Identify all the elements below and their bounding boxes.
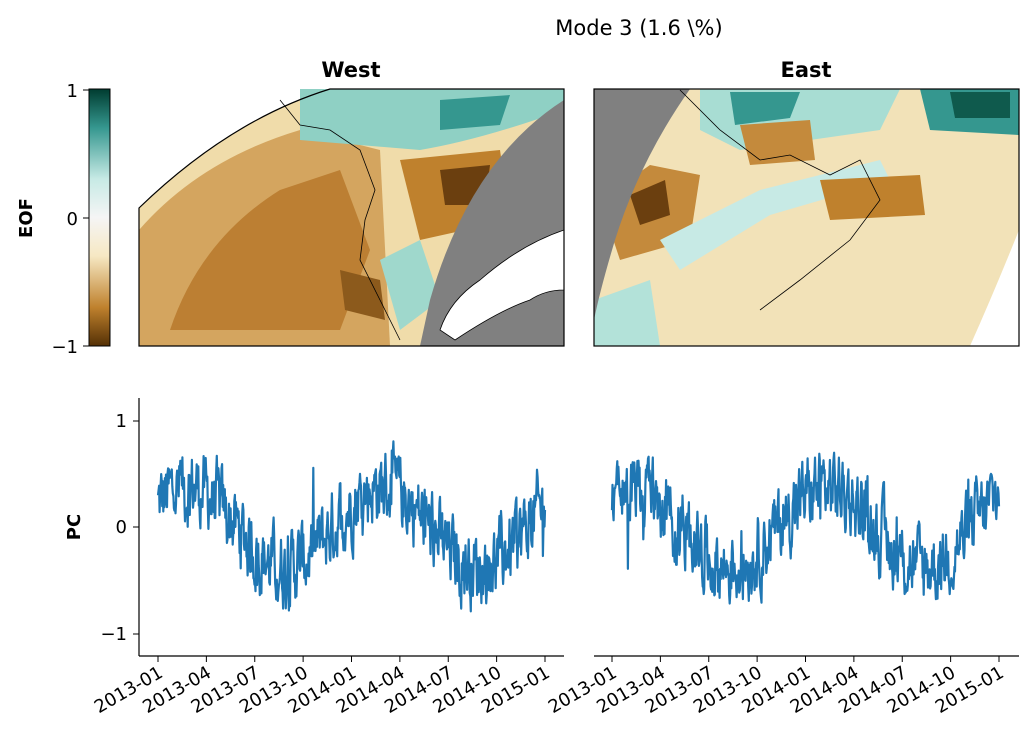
east-map-frame (593, 88, 1020, 347)
colorbar-tick-label: −1 (51, 337, 78, 358)
colorbar-tick-label: 1 (67, 81, 78, 102)
colorbar-gradient (88, 88, 111, 347)
west-brown-baja (340, 270, 385, 320)
pc-east-axes: 2013-012013-042013-072013-102014-012014-… (545, 451, 1019, 718)
east-teal-north-core (730, 92, 800, 125)
map-east-title: East (780, 58, 831, 82)
pc-west-ytick: 1 (116, 411, 127, 432)
west-coastline (279, 99, 401, 341)
map-west-title: West (321, 58, 380, 82)
pc-west-line (156, 440, 547, 613)
colorbar-label: EOF (16, 198, 37, 238)
pc-west-axes: 1 0 −1 PC 2013-012013-042013-072013-1020… (64, 398, 564, 718)
pc-east-xticks: 2013-012013-042013-072013-102014-012014-… (545, 656, 1008, 718)
colorbar-tick-label: 0 (67, 209, 78, 230)
pc-ylabel: PC (64, 514, 85, 540)
east-coastline (679, 89, 881, 311)
west-brown-core (170, 170, 370, 330)
pc-east-line (610, 451, 1001, 605)
east-brown-hudson (740, 120, 815, 165)
east-brown-center (820, 175, 925, 220)
west-teal-core (440, 95, 510, 130)
east-data-domain (594, 89, 1019, 346)
west-teal-south (380, 240, 440, 330)
east-grey-land (594, 89, 690, 320)
colorbar: 1 0 −1 EOF (16, 81, 111, 358)
map-east: East (593, 58, 1020, 347)
east-white-area (975, 235, 1019, 346)
figure-suptitle: Mode 3 (1.6 \%) (555, 16, 722, 40)
east-teal-south (594, 280, 660, 346)
west-map-frame (138, 88, 565, 347)
west-white-land (439, 229, 564, 341)
pc-west-ytick: −1 (100, 624, 127, 645)
east-brown-west-core (630, 180, 670, 225)
map-west: West (138, 58, 565, 347)
pc-west-xticks: 2013-012013-042013-072013-102014-012014-… (91, 656, 554, 718)
pc-west-ytick: 0 (116, 517, 127, 538)
east-teal-ne-core (950, 92, 1010, 118)
